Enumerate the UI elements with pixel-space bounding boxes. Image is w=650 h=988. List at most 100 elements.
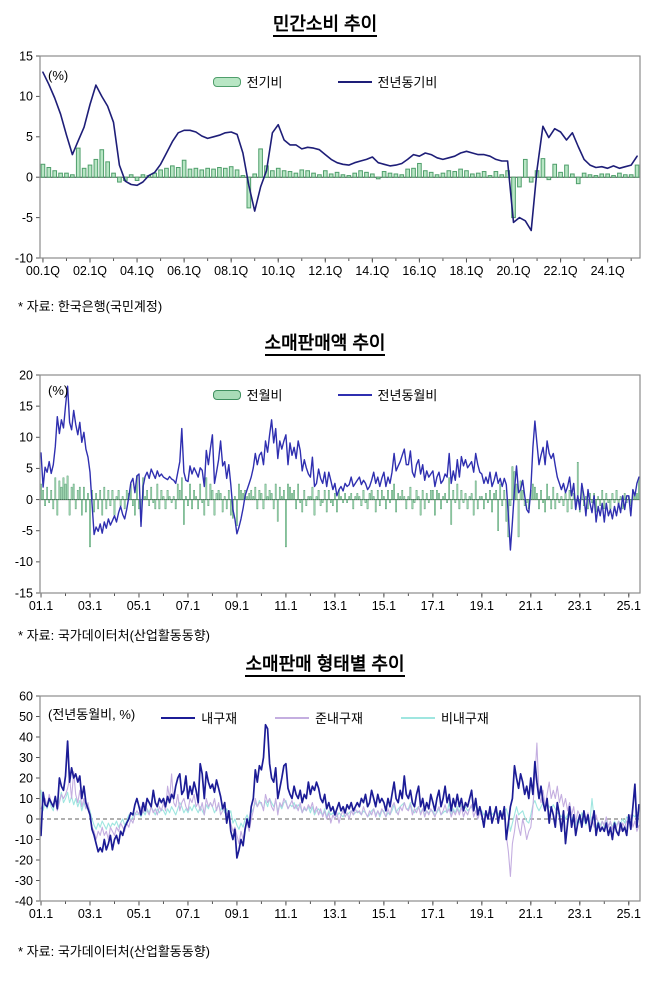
svg-text:01.1: 01.1 bbox=[29, 907, 53, 921]
svg-text:10: 10 bbox=[19, 792, 33, 806]
legend-label: 전기비 bbox=[246, 75, 283, 90]
svg-text:-10: -10 bbox=[15, 833, 33, 847]
legend-label: 전년동월비 bbox=[377, 388, 438, 403]
chart-title-retail-sales-by-type: 소매판매 형태별 추이 bbox=[0, 650, 650, 677]
svg-text:-20: -20 bbox=[15, 853, 33, 867]
svg-text:30: 30 bbox=[19, 751, 33, 765]
svg-text:03.1: 03.1 bbox=[78, 599, 102, 613]
svg-text:15: 15 bbox=[19, 399, 33, 413]
chart-legend: 내구재 준내구재 비내구재 bbox=[0, 708, 650, 727]
svg-text:15.1: 15.1 bbox=[372, 907, 396, 921]
source-note: * 자료: 한국은행(국민계정) bbox=[18, 299, 163, 314]
svg-text:17.1: 17.1 bbox=[421, 907, 445, 921]
axis-unit-label: (전년동월비, %) bbox=[48, 707, 136, 722]
chart-title-retail-sales: 소매판매액 추이 bbox=[0, 329, 650, 356]
svg-text:-10: -10 bbox=[15, 555, 33, 569]
legend-item: 비내구재 bbox=[400, 708, 489, 727]
plot-border bbox=[39, 55, 641, 259]
x-axis: 01.1 03.1 05.1 07.1 09.1 11.1 13.1 15.1 17.1 19.1… bbox=[29, 593, 641, 613]
legend-item: 전년동월비 bbox=[337, 385, 438, 404]
chart-title-text: 소매판매액 추이 bbox=[264, 333, 386, 356]
svg-text:5: 5 bbox=[26, 130, 33, 144]
line-swatch-icon bbox=[337, 80, 372, 83]
bar-series-전월비 bbox=[40, 461, 640, 548]
svg-text:20.1Q: 20.1Q bbox=[496, 264, 530, 278]
x-axis: 01.1 03.1 05.1 07.1 09.1 11.1 13.1 15.1 17.1 19.1… bbox=[29, 901, 641, 921]
y-axis: 20 15 10 5 0 -5 -10 -15 bbox=[15, 368, 40, 600]
svg-text:23.1: 23.1 bbox=[568, 599, 592, 613]
svg-text:0: 0 bbox=[26, 171, 33, 185]
svg-text:08.1Q: 08.1Q bbox=[214, 264, 248, 278]
svg-text:10: 10 bbox=[19, 431, 33, 445]
svg-text:01.1: 01.1 bbox=[29, 599, 53, 613]
svg-text:02.1Q: 02.1Q bbox=[73, 264, 107, 278]
legend-item: 전월비 bbox=[212, 385, 283, 404]
line-series-전년동기비 bbox=[42, 71, 638, 232]
y-axis: 60 50 40 30 20 10 0 -10 -20 -30 -40 bbox=[15, 689, 40, 908]
legend-item: 준내구재 bbox=[275, 708, 363, 727]
source-note: * 자료: 국가데이터처(산업활동동향) bbox=[18, 628, 210, 643]
svg-text:19.1: 19.1 bbox=[470, 599, 494, 613]
svg-text:10: 10 bbox=[19, 90, 33, 104]
svg-text:-5: -5 bbox=[22, 211, 33, 225]
svg-text:09.1: 09.1 bbox=[225, 599, 249, 613]
y-axis: 15 10 5 0 -5 -10 bbox=[15, 49, 40, 265]
line-series-비내구재 bbox=[40, 789, 640, 832]
legend-item: 내구재 bbox=[161, 708, 237, 727]
svg-text:40: 40 bbox=[19, 730, 33, 744]
legend-label: 내구재 bbox=[201, 711, 238, 726]
svg-text:07.1: 07.1 bbox=[176, 907, 200, 921]
svg-text:11.1: 11.1 bbox=[274, 907, 297, 921]
chart-title-text: 민간소비 추이 bbox=[272, 14, 378, 37]
svg-text:03.1: 03.1 bbox=[78, 907, 102, 921]
svg-text:60: 60 bbox=[19, 689, 33, 703]
svg-text:06.1Q: 06.1Q bbox=[167, 264, 201, 278]
line-swatch-icon bbox=[400, 716, 435, 719]
svg-text:-40: -40 bbox=[15, 894, 33, 908]
chart-title-text: 소매판매 형태별 추이 bbox=[245, 654, 405, 677]
bar-swatch-icon bbox=[212, 76, 241, 87]
svg-text:-15: -15 bbox=[15, 586, 33, 600]
svg-text:18.1Q: 18.1Q bbox=[449, 264, 483, 278]
chart-legend: 전기비 전년동기비 bbox=[0, 72, 650, 91]
svg-text:21.1: 21.1 bbox=[519, 599, 543, 613]
svg-text:0: 0 bbox=[26, 812, 33, 826]
svg-text:25.1: 25.1 bbox=[617, 907, 641, 921]
svg-text:22.1Q: 22.1Q bbox=[544, 264, 578, 278]
svg-text:16.1Q: 16.1Q bbox=[402, 264, 436, 278]
plot-border bbox=[39, 374, 641, 594]
svg-text:5: 5 bbox=[26, 462, 33, 476]
axis-unit-label: (%) bbox=[48, 383, 69, 398]
bar-swatch-icon bbox=[212, 389, 241, 400]
svg-text:09.1: 09.1 bbox=[225, 907, 249, 921]
svg-text:0: 0 bbox=[26, 493, 33, 507]
chart-section-retail-sales: 소매판매액 추이 20 15 10 5 0 -5 -10 -15 01.1 03.1 05.1 07.… bbox=[0, 329, 650, 644]
svg-text:14.1Q: 14.1Q bbox=[355, 264, 389, 278]
svg-text:-10: -10 bbox=[15, 251, 33, 265]
axis-unit-label: (%) bbox=[48, 68, 69, 83]
legend-item: 전년동기비 bbox=[337, 72, 437, 91]
svg-text:11.1: 11.1 bbox=[274, 599, 297, 613]
svg-text:04.1Q: 04.1Q bbox=[120, 264, 154, 278]
line-swatch-icon bbox=[161, 716, 196, 719]
legend-label: 준내구재 bbox=[315, 711, 363, 726]
svg-text:-5: -5 bbox=[22, 524, 33, 538]
source-note: * 자료: 국가데이터처(산업활동동향) bbox=[18, 944, 210, 959]
svg-text:23.1: 23.1 bbox=[568, 907, 592, 921]
legend-item: 전기비 bbox=[212, 72, 283, 91]
svg-text:07.1: 07.1 bbox=[176, 599, 200, 613]
svg-text:17.1: 17.1 bbox=[421, 599, 445, 613]
svg-text:15.1: 15.1 bbox=[372, 599, 396, 613]
legend-label: 전월비 bbox=[246, 388, 283, 403]
chart-section-private-consumption: 민간소비 추이 15 10 5 0 -5 -10 00.1Q 02.1Q 04.1Q 06.1Q 0… bbox=[0, 10, 650, 315]
svg-text:50: 50 bbox=[19, 710, 33, 724]
chart-title-private-consumption: 민간소비 추이 bbox=[0, 10, 650, 37]
x-axis: 00.1Q 02.1Q 04.1Q 06.1Q 08.1Q 10.1Q 12.1Q 14.1Q… bbox=[26, 258, 632, 278]
line-series-전년동월비 bbox=[40, 385, 640, 551]
svg-text:00.1Q: 00.1Q bbox=[26, 264, 60, 278]
svg-text:13.1: 13.1 bbox=[323, 907, 347, 921]
bar-series-전기비 bbox=[40, 147, 640, 219]
